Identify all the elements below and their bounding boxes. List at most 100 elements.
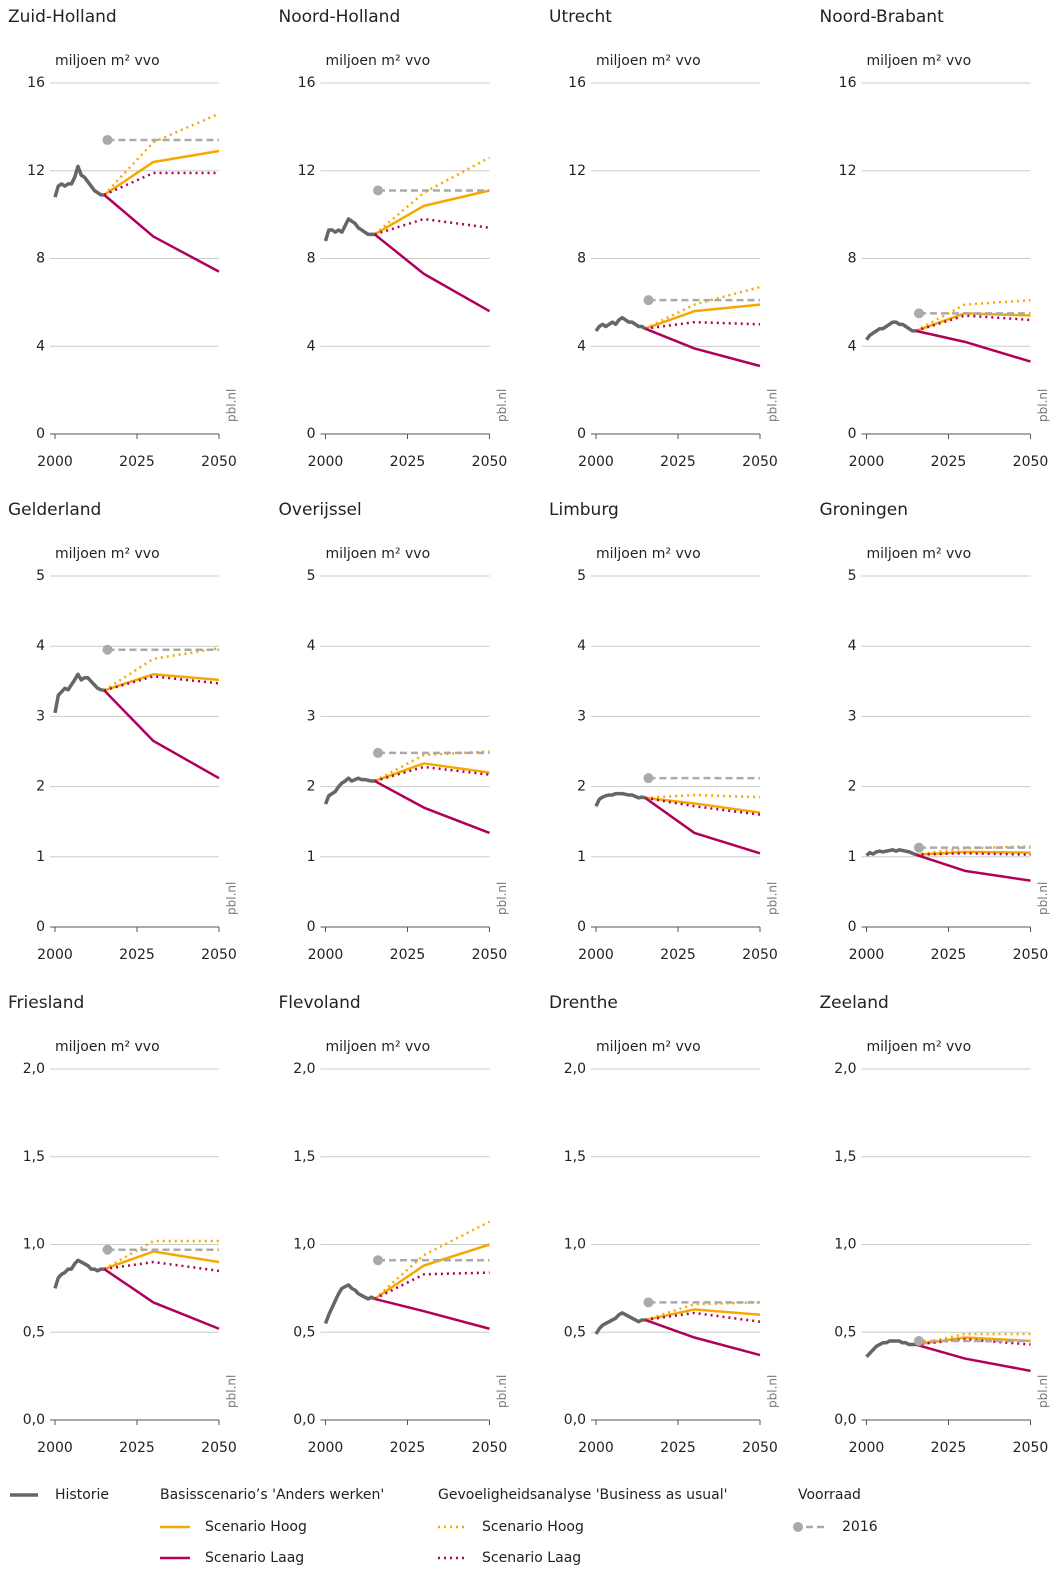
source: pbl.nl [1036, 882, 1050, 915]
source: pbl.nl [495, 882, 509, 915]
series-line [103, 673, 220, 692]
y-tick-label: 2 [577, 779, 586, 795]
y-tick-label: 5 [36, 568, 45, 584]
y-tick-label: 12 [839, 163, 857, 179]
y-tick-label: 4 [307, 638, 316, 654]
x-tick-label: 2000 [578, 947, 614, 963]
y-tick-label: 3 [307, 708, 316, 724]
y-tick-label: 16 [839, 75, 857, 91]
series-line [53, 672, 105, 714]
y-tick-label: 4 [307, 338, 316, 354]
x-tick-label: 2050 [472, 947, 508, 963]
y-tick-label: 16 [298, 75, 316, 91]
y-tick-label: 1 [36, 849, 45, 865]
series-line [373, 1220, 491, 1300]
panel-title: Zuid-Holland [8, 7, 117, 27]
y-tick-label: 0 [307, 919, 316, 935]
x-tick-label: 2000 [308, 1440, 344, 1456]
series-marker [643, 1297, 654, 1308]
x-tick-label: 2025 [660, 1440, 696, 1456]
x-tick-label: 2025 [119, 947, 155, 963]
series-line [374, 779, 490, 835]
x-tick-label: 2025 [390, 1440, 426, 1456]
x-tick-label: 2000 [37, 1440, 73, 1456]
y-tick-label: 0,0 [834, 1412, 856, 1428]
series-marker [913, 842, 924, 853]
series-line [865, 320, 916, 341]
source: pbl.nl [766, 1375, 780, 1408]
series-line [103, 689, 220, 780]
x-tick-label: 2050 [1013, 1440, 1049, 1456]
x-tick-label: 2025 [390, 454, 426, 470]
series-line [103, 1250, 220, 1271]
series-line [644, 303, 761, 330]
y-tick-label: 0,5 [23, 1324, 45, 1340]
series-line [915, 850, 1031, 856]
series-line [323, 217, 375, 242]
y-tick-label: 0,0 [23, 1412, 45, 1428]
series-line [374, 750, 490, 783]
y-axis-label: miljoen m² vvo [326, 1039, 431, 1055]
panel-title: Noord-Holland [279, 7, 401, 27]
panel-title: Overijssel [279, 500, 362, 520]
y-tick-label: 0,5 [564, 1324, 586, 1340]
series-marker [372, 747, 383, 758]
y-tick-label: 1,5 [23, 1149, 45, 1165]
y-tick-label: 8 [848, 251, 857, 267]
x-tick-label: 2000 [849, 947, 885, 963]
series-line [323, 1283, 376, 1325]
series-line [645, 320, 761, 330]
x-tick-label: 2025 [931, 454, 967, 470]
y-axis-label: miljoen m² vvo [867, 546, 972, 562]
series-line [103, 1268, 220, 1330]
series-marker [372, 185, 383, 196]
series-line [644, 1318, 761, 1357]
x-tick-label: 2050 [472, 1440, 508, 1456]
series-line [594, 791, 646, 807]
series-line [103, 171, 219, 197]
series-line [103, 1239, 219, 1271]
series-line [644, 1308, 761, 1322]
x-tick-label: 2000 [578, 454, 614, 470]
series-line [915, 314, 1031, 333]
y-tick-label: 2,0 [834, 1061, 856, 1077]
x-tick-label: 2050 [742, 947, 778, 963]
source: pbl.nl [1036, 389, 1050, 422]
series-line [104, 1260, 220, 1273]
y-tick-label: 12 [298, 163, 316, 179]
x-tick-label: 2050 [201, 454, 237, 470]
series-line [323, 776, 375, 805]
y-axis-label: miljoen m² vvo [326, 53, 431, 69]
x-tick-label: 2050 [201, 947, 237, 963]
y-axis-label: miljoen m² vvo [55, 546, 160, 562]
legend-group: Voorraad [798, 1487, 861, 1503]
legend-label: Scenario Laag [482, 1550, 581, 1566]
series-line [645, 793, 761, 800]
series-line [374, 217, 490, 236]
series-line [373, 1243, 490, 1300]
series-line [103, 647, 220, 692]
y-axis-label: miljoen m² vvo [596, 1039, 701, 1055]
source: pbl.nl [225, 882, 239, 915]
y-tick-label: 2,0 [23, 1061, 45, 1077]
series-line [644, 327, 761, 368]
y-tick-label: 1 [577, 849, 586, 865]
x-tick-label: 2025 [390, 947, 426, 963]
y-tick-label: 5 [577, 568, 586, 584]
y-tick-label: 3 [577, 708, 586, 724]
source: pbl.nl [225, 1375, 239, 1408]
series-line [53, 1258, 105, 1289]
y-tick-label: 0,0 [564, 1412, 586, 1428]
y-tick-label: 8 [577, 251, 586, 267]
y-axis-label: miljoen m² vvo [596, 546, 701, 562]
source: pbl.nl [766, 389, 780, 422]
y-tick-label: 0 [577, 919, 586, 935]
y-tick-label: 12 [27, 163, 45, 179]
x-tick-label: 2000 [308, 454, 344, 470]
x-tick-label: 2000 [308, 947, 344, 963]
legend-label: Scenario Hoog [205, 1519, 307, 1535]
series-marker [643, 295, 654, 306]
y-tick-label: 2 [36, 779, 45, 795]
panel-title: Friesland [8, 993, 84, 1013]
series-line [374, 1297, 490, 1330]
